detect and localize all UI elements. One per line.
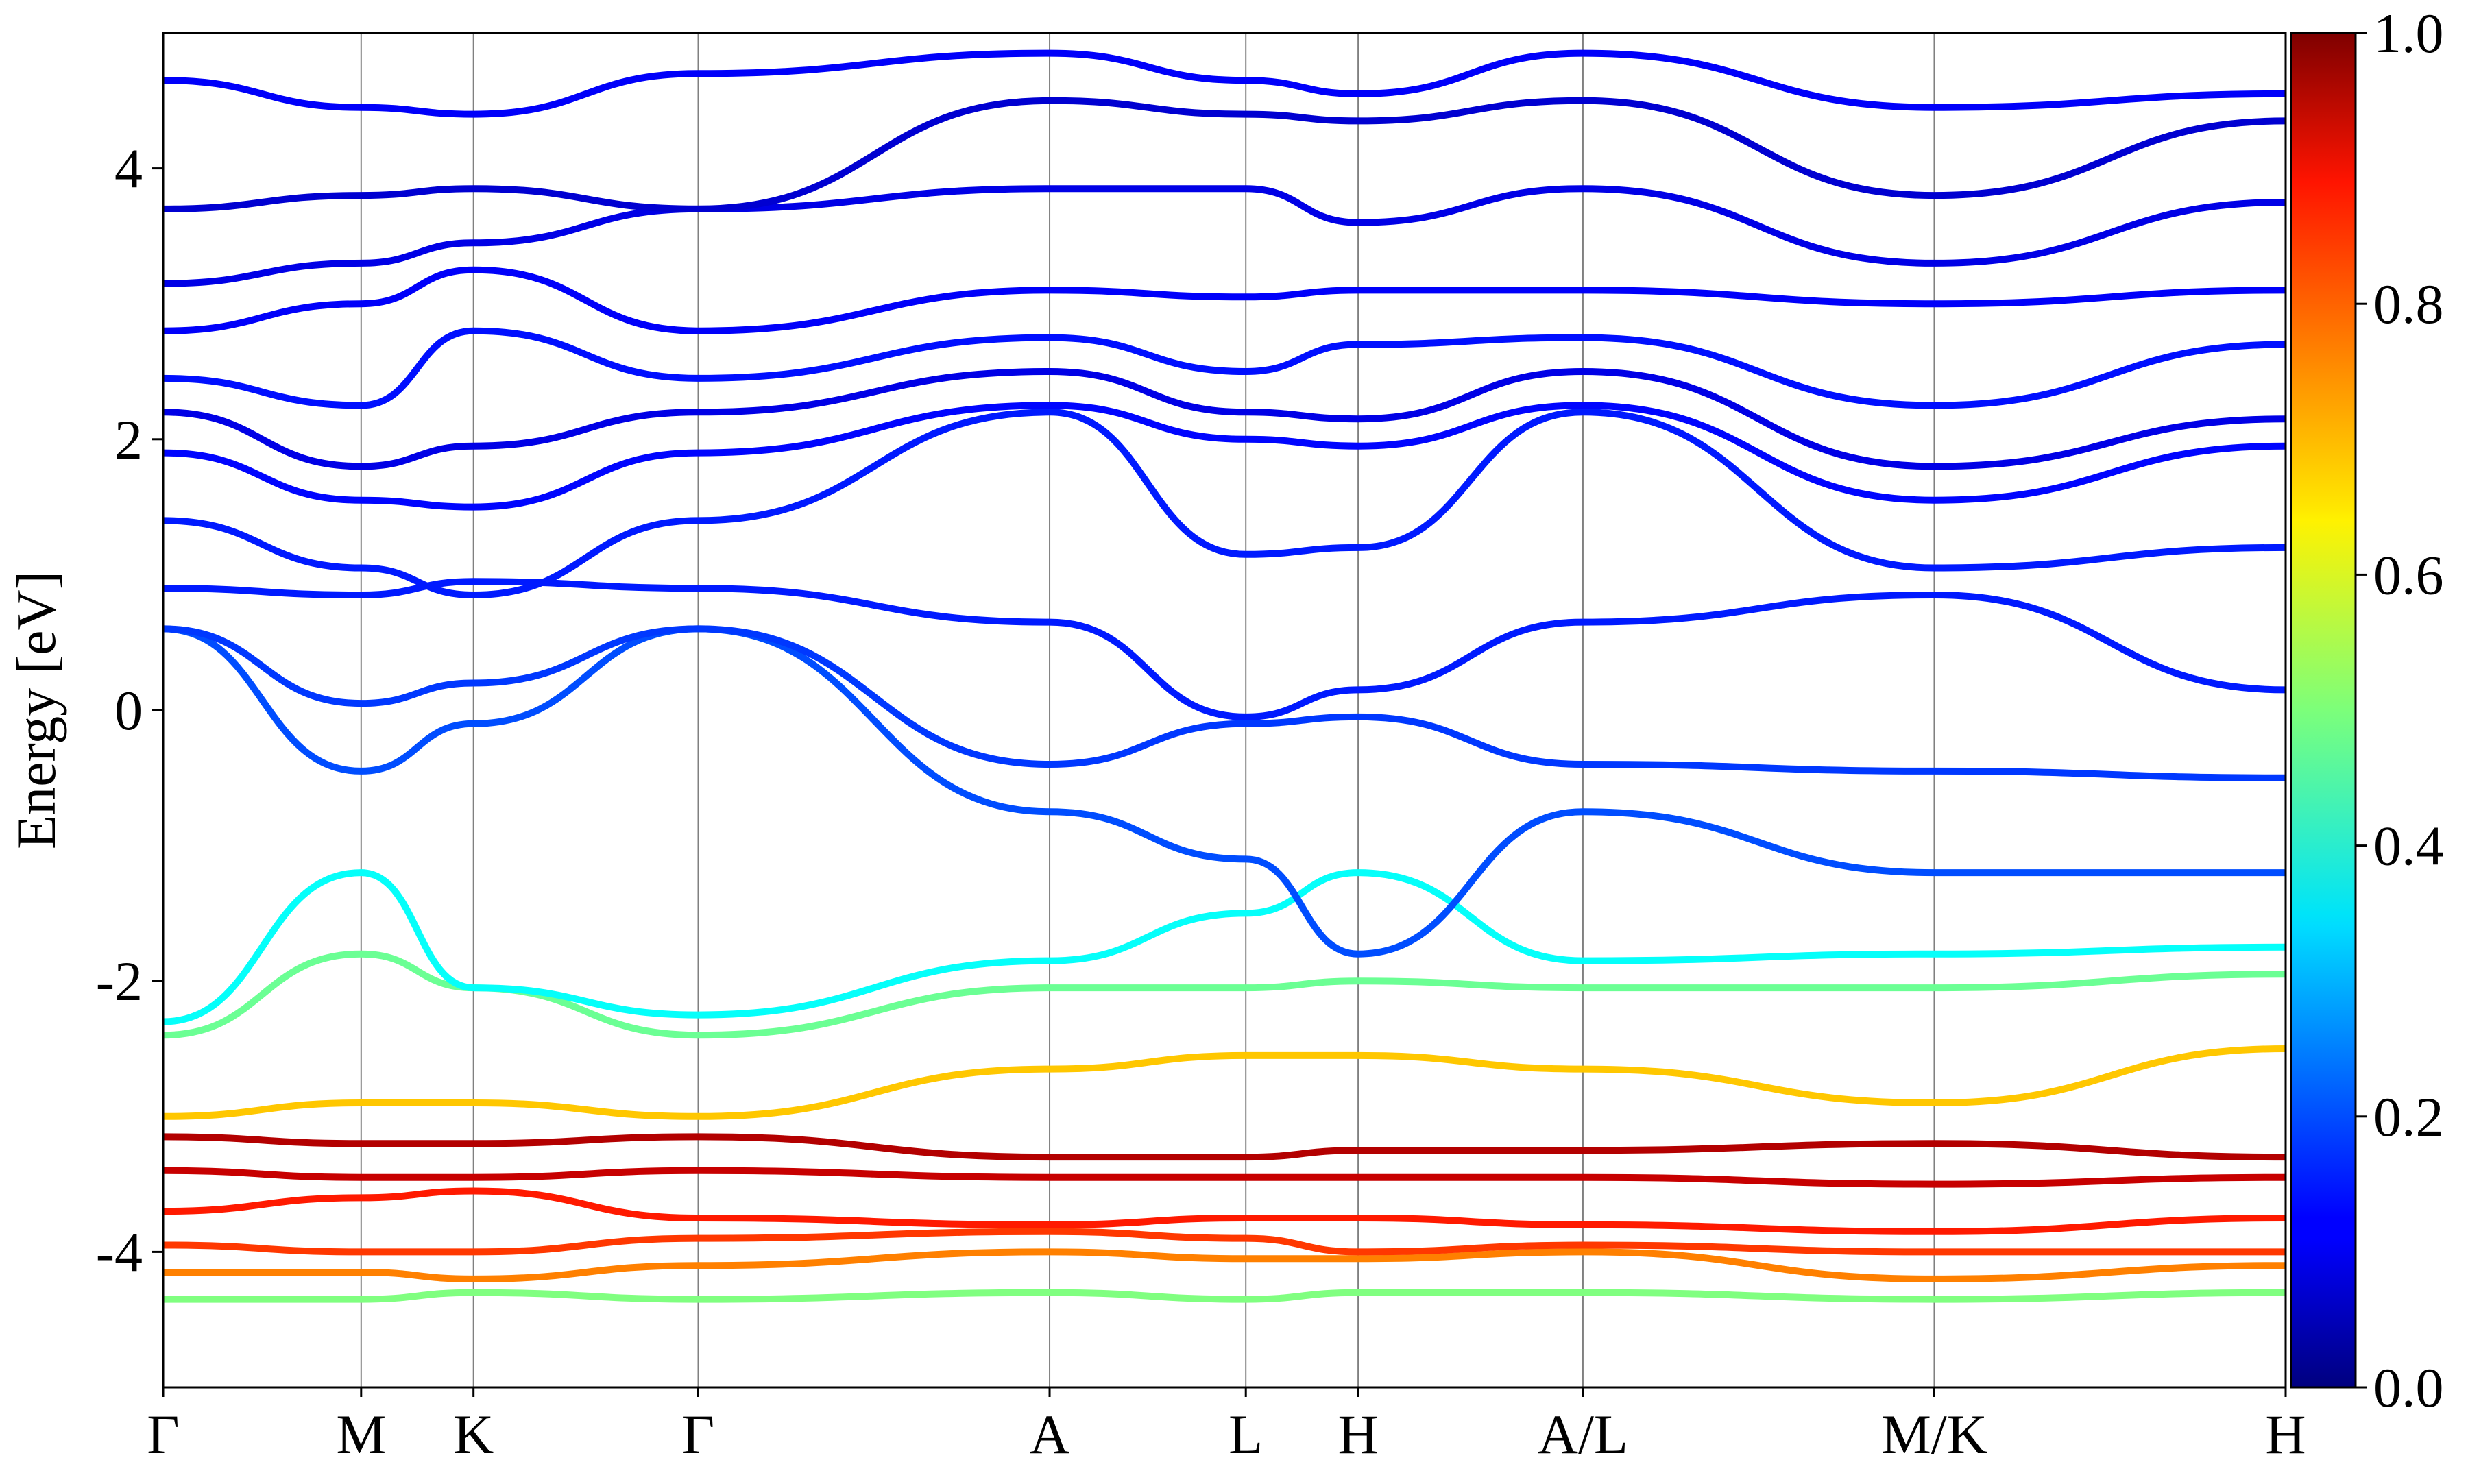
y-tick-label: -4 [96, 1221, 143, 1283]
bands [163, 49, 2286, 1303]
x-tick-label: K [453, 1403, 494, 1465]
colorbar-tick-label: 0.8 [2373, 273, 2444, 335]
band-line [163, 368, 2286, 470]
band-line [163, 409, 2286, 598]
band-line [163, 1248, 2286, 1282]
x-tick-label: A/L [1538, 1403, 1628, 1465]
band-line [163, 950, 2286, 1039]
band-line [163, 97, 2286, 212]
band-line [163, 578, 2286, 720]
band-line [163, 49, 2286, 118]
band-line [163, 266, 2286, 334]
x-tick-label: Γ [682, 1403, 714, 1465]
band-line [163, 402, 2286, 511]
y-tick-label: 0 [114, 679, 143, 742]
y-tick-label: 4 [114, 138, 143, 200]
colorbar-tick-label: 0.0 [2373, 1357, 2444, 1419]
band-line [163, 1187, 2286, 1235]
band-line [163, 1045, 2286, 1120]
colorbar-ticks: 0.0 0.2 0.4 0.6 0.8 1.0 [2356, 2, 2444, 1419]
x-tick-label: L [1229, 1403, 1263, 1465]
colorbar [2290, 32, 2357, 1389]
x-tick-label: M/K [1881, 1403, 1987, 1465]
colorbar-tick-label: 1.0 [2373, 2, 2444, 64]
x-tick-label: A [1029, 1403, 1069, 1465]
band-line [163, 1228, 2286, 1256]
colorbar-tick-label: 0.4 [2373, 815, 2444, 877]
band-line [163, 327, 2286, 409]
band-line [163, 1133, 2286, 1161]
x-axis-ticks: Γ M K Γ A L H A/L M/K H [147, 1387, 2306, 1465]
colorbar-tick-label: 0.6 [2373, 544, 2444, 606]
x-tick-label: H [2265, 1403, 2306, 1465]
x-tick-label: M [336, 1403, 386, 1465]
band-line [163, 1167, 2286, 1188]
band-line [163, 185, 2286, 287]
band-line [163, 625, 2286, 958]
y-tick-label: -2 [96, 950, 143, 1012]
x-tick-label: H [1338, 1403, 1379, 1465]
colorbar-tick-label: 0.2 [2373, 1086, 2444, 1148]
x-tick-label: Γ [147, 1403, 179, 1465]
y-axis-ticks: -4 -2 0 2 4 [96, 138, 163, 1283]
band-line [163, 1289, 2286, 1303]
band-line [163, 869, 2286, 1025]
y-axis-label: Energy [eV] [5, 571, 67, 849]
band-line [163, 625, 2286, 781]
y-tick-label: 2 [114, 409, 143, 471]
